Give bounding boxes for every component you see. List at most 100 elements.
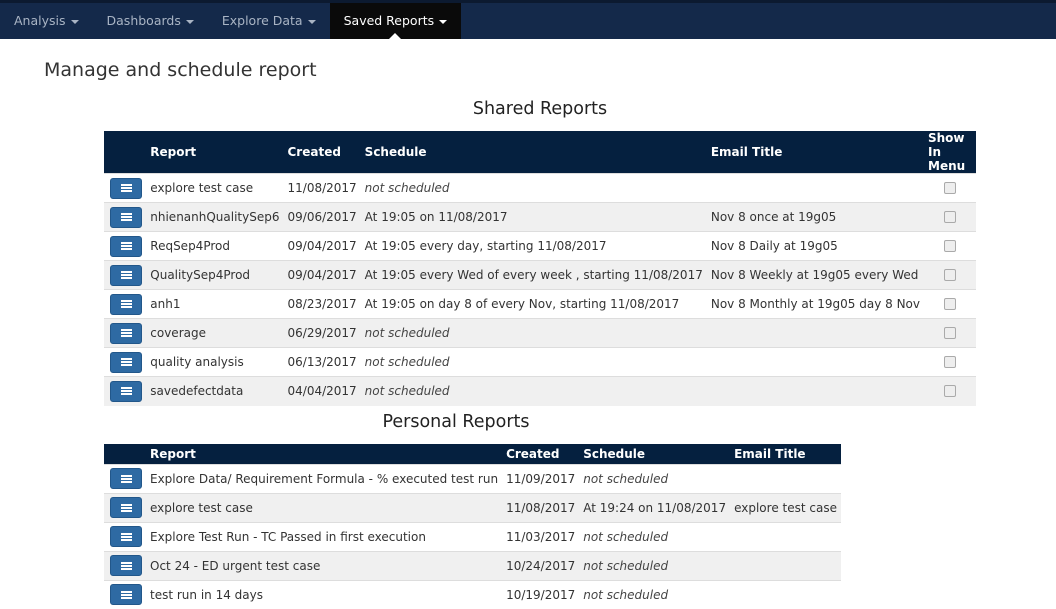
table-row: explore test case 11/08/2017 not schedul… xyxy=(104,173,976,203)
column-header[interactable]: Report xyxy=(146,131,284,174)
column-header[interactable]: Schedule xyxy=(360,131,707,174)
show-in-menu-checkbox[interactable] xyxy=(944,240,956,252)
nav-label: Analysis xyxy=(14,13,66,28)
top-nav: Analysis Dashboards Explore Data Saved Repo… xyxy=(0,0,1056,39)
menu-icon xyxy=(120,358,132,366)
caret-down-icon xyxy=(185,19,194,24)
schedule: At 19:24 on 11/08/2017 xyxy=(579,492,731,522)
actions-header xyxy=(104,444,146,464)
report-name: explore test case xyxy=(146,173,284,203)
row-menu-button[interactable] xyxy=(110,380,142,402)
menu-icon xyxy=(120,300,132,308)
menu-icon xyxy=(120,242,132,250)
created-date: 11/08/2017 xyxy=(283,173,361,203)
column-header[interactable]: Report xyxy=(146,444,503,464)
schedule: not scheduled xyxy=(360,347,707,377)
nav-label: Saved Reports xyxy=(343,13,435,28)
column-header[interactable]: Show In Menu xyxy=(924,131,976,174)
row-menu-button[interactable] xyxy=(110,468,142,489)
show-in-menu-checkbox[interactable] xyxy=(944,182,956,194)
nav-label: Explore Data xyxy=(221,13,303,28)
personal-reports-table: Report Created Schedule Email Title Explore… xyxy=(104,444,841,609)
show-in-menu-checkbox[interactable] xyxy=(944,211,956,223)
created-date: 11/03/2017 xyxy=(502,521,580,551)
created-date: 10/24/2017 xyxy=(502,550,580,580)
created-date: 09/04/2017 xyxy=(283,260,361,290)
email-title xyxy=(706,376,924,406)
show-in-menu-checkbox[interactable] xyxy=(944,298,956,310)
email-title xyxy=(706,347,924,377)
email-title xyxy=(706,173,924,203)
email-title xyxy=(730,579,841,609)
show-in-menu-checkbox[interactable] xyxy=(944,385,956,398)
row-menu-button[interactable] xyxy=(110,351,142,373)
report-name: quality analysis xyxy=(146,347,284,377)
column-header[interactable]: Email Title xyxy=(706,131,924,174)
nav-label: Dashboards xyxy=(106,13,181,28)
menu-icon xyxy=(120,474,132,483)
schedule: At 19:05 every Wed of every week , start… xyxy=(360,260,707,290)
nav-dashboards[interactable]: Dashboards xyxy=(93,3,208,39)
column-header[interactable]: Email Title xyxy=(730,444,841,464)
column-header[interactable]: Schedule xyxy=(579,444,731,464)
email-title xyxy=(706,318,924,348)
table-row: explore test case 11/08/2017 At 19:24 on… xyxy=(104,492,841,522)
row-menu-button[interactable] xyxy=(110,555,142,576)
created-date: 11/09/2017 xyxy=(502,463,580,493)
email-title: Nov 8 Weekly at 19g05 every Wed xyxy=(706,260,924,290)
report-name: Explore Test Run - TC Passed in first ex… xyxy=(146,521,503,551)
menu-icon xyxy=(120,503,132,512)
created-date: 06/13/2017 xyxy=(283,347,361,377)
table-row: Explore Test Run - TC Passed in first ex… xyxy=(104,521,841,551)
actions-header xyxy=(104,131,147,174)
row-menu-button[interactable] xyxy=(110,293,142,315)
schedule: not scheduled xyxy=(579,550,731,580)
nav-saved-reports[interactable]: Saved Reports xyxy=(329,3,462,39)
report-name: explore test case xyxy=(146,492,503,522)
email-title: Nov 8 Monthly at 19g05 day 8 Nov xyxy=(706,289,924,319)
report-name: coverage xyxy=(146,318,284,348)
table-header: Report Created Schedule Email Title xyxy=(104,444,841,464)
email-title xyxy=(730,521,841,551)
show-in-menu-checkbox[interactable] xyxy=(944,269,956,281)
email-title xyxy=(730,463,841,493)
created-date: 09/04/2017 xyxy=(283,231,361,261)
email-title: Nov 8 Daily at 19g05 xyxy=(706,231,924,261)
schedule: At 19:05 on 11/08/2017 xyxy=(360,202,707,232)
personal-reports-title: Personal Reports xyxy=(382,412,530,432)
row-menu-button[interactable] xyxy=(110,497,142,518)
menu-icon xyxy=(120,329,132,337)
table-row: anh1 08/23/2017 At 19:05 on day 8 of eve… xyxy=(104,289,976,319)
show-in-menu-checkbox[interactable] xyxy=(944,327,956,339)
report-name: Oct 24 - ED urgent test case xyxy=(146,550,503,580)
row-menu-button[interactable] xyxy=(110,177,142,199)
email-title xyxy=(730,550,841,580)
caret-down-icon xyxy=(439,19,448,24)
created-date: 08/23/2017 xyxy=(283,289,361,319)
table-row: Oct 24 - ED urgent test case 10/24/2017 … xyxy=(104,550,841,580)
column-header[interactable]: Created xyxy=(502,444,580,464)
menu-icon xyxy=(120,532,132,541)
schedule: not scheduled xyxy=(579,579,731,609)
table-row: savedefectdata 04/04/2017 not scheduled xyxy=(104,376,976,406)
menu-icon xyxy=(120,590,132,599)
page-title: Manage and schedule report xyxy=(44,59,317,81)
email-title: Nov 8 once at 19g05 xyxy=(706,202,924,232)
table-header: Report Created Schedule Email Title Show In … xyxy=(104,131,976,174)
row-menu-button[interactable] xyxy=(110,264,142,286)
menu-icon xyxy=(120,213,132,221)
caret-down-icon xyxy=(70,19,79,24)
row-menu-button[interactable] xyxy=(110,322,142,344)
show-in-menu-checkbox[interactable] xyxy=(944,356,956,368)
row-menu-button[interactable] xyxy=(110,584,142,606)
nav-analysis[interactable]: Analysis xyxy=(0,3,93,39)
row-menu-button[interactable] xyxy=(110,526,142,547)
report-name: ReqSep4Prod xyxy=(146,231,284,261)
schedule: not scheduled xyxy=(360,318,707,348)
nav-explore-data[interactable]: Explore Data xyxy=(208,3,330,39)
row-menu-button[interactable] xyxy=(110,206,142,228)
row-menu-button[interactable] xyxy=(110,235,142,257)
table-row: ReqSep4Prod 09/04/2017 At 19:05 every da… xyxy=(104,231,976,261)
column-header[interactable]: Created xyxy=(283,131,361,174)
table-row: nhienanhQualitySep6 09/06/2017 At 19:05 … xyxy=(104,202,976,232)
